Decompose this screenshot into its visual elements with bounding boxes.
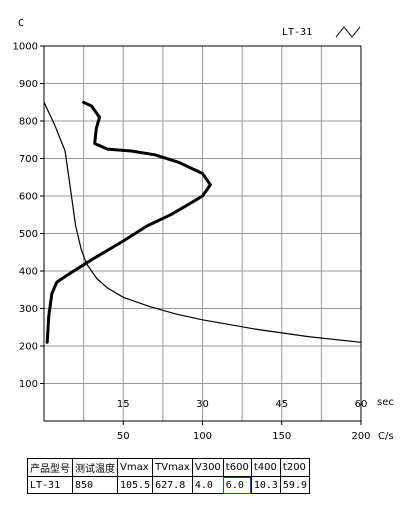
table-header-cell: V300 <box>191 458 224 477</box>
x-time-tick-label: 45 <box>275 399 288 410</box>
x-time-tick-label: 15 <box>117 399 130 410</box>
table-cell: 850 <box>72 476 118 494</box>
table-header-cell: t200 <box>279 458 311 477</box>
x-rate-unit: C/s <box>378 431 394 442</box>
info-table: 产品型号 测试温度 Vmax TVmax V300 t600 t400 t200 LT-31 8… <box>27 458 311 494</box>
x-rate-tick-label: 200 <box>351 431 370 442</box>
y-unit-label: C <box>18 18 24 29</box>
y-ticks: 100 200 300 400 500 600 700 800 900 1000 <box>13 42 44 390</box>
table-header-cell: Vmax <box>116 458 154 477</box>
cooling-curve-chart: 100 200 300 400 500 600 700 800 900 1000 15 30 45 60… <box>13 18 394 442</box>
table-row: LT-31 850 105.5 627.8 4.0 6.0 10.3 59.9 <box>27 476 311 494</box>
series <box>43 100 362 344</box>
table-cell: 59.9 <box>279 476 311 494</box>
y-tick-label: 400 <box>19 267 38 278</box>
temperature-time-curve <box>43 101 362 343</box>
y-tick-label: 800 <box>19 117 38 128</box>
x-ticks: 15 30 45 60 50 100 150 200 <box>117 399 371 442</box>
model-label: LT-31 <box>282 27 312 38</box>
x-rate-tick-label: 50 <box>117 431 130 442</box>
table-cell: 6.0 <box>222 476 252 494</box>
x-time-tick-label: 60 <box>355 399 368 410</box>
table-header-cell: TVmax <box>152 458 193 477</box>
x-time-unit: sec <box>377 397 394 408</box>
x-rate-tick-label: 150 <box>272 431 291 442</box>
table-cell: 105.5 <box>116 476 154 494</box>
table-header-cell: 测试温度 <box>72 458 118 477</box>
y-tick-label: 600 <box>19 192 38 203</box>
table-cell: 4.0 <box>191 476 224 494</box>
x-time-tick-label: 30 <box>196 399 209 410</box>
table-cell: 10.3 <box>250 476 281 494</box>
table-header-cell: t400 <box>250 458 281 477</box>
waveform-icon <box>335 26 361 38</box>
table-header-cell: 产品型号 <box>27 458 73 477</box>
y-tick-label: 100 <box>19 379 38 390</box>
y-tick-label: 700 <box>19 154 38 165</box>
x-rate-tick-label: 100 <box>193 431 212 442</box>
table-header-cell: t600 <box>222 458 252 477</box>
grid <box>44 46 361 421</box>
cooling-rate-curve <box>45 100 212 344</box>
y-tick-label: 500 <box>19 229 38 240</box>
table-header-row: 产品型号 测试温度 Vmax TVmax V300 t600 t400 t200 <box>27 458 311 477</box>
y-tick-label: 900 <box>19 79 38 90</box>
y-tick-label: 200 <box>19 342 38 353</box>
table-cell: 627.8 <box>152 476 193 494</box>
y-tick-label: 300 <box>19 304 38 315</box>
table-cell: LT-31 <box>27 476 73 494</box>
y-tick-label: 1000 <box>13 42 38 53</box>
